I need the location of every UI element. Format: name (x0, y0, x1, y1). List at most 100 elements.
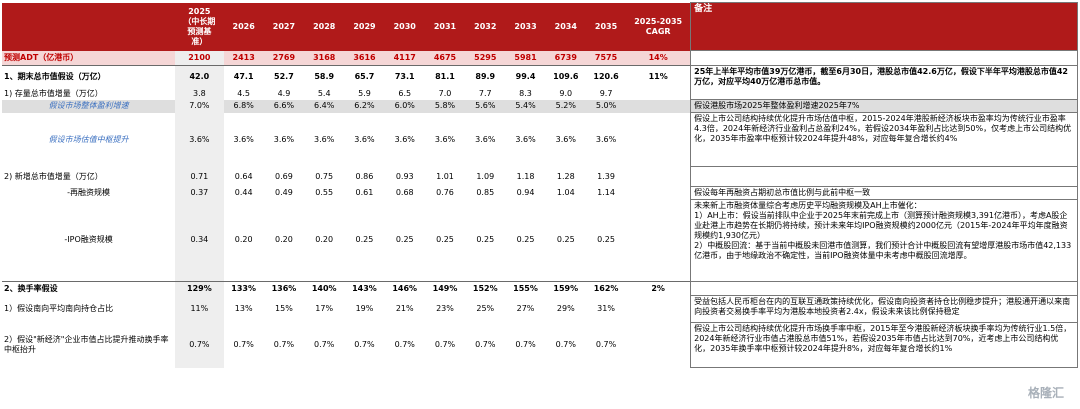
value-cell: 0.20 (224, 200, 264, 282)
value-cell: 1.01 (425, 167, 465, 187)
header-year: 2029 (344, 3, 384, 51)
row-label: 假设市场估值中枢提升 (2, 113, 175, 167)
header-year: 2030 (385, 3, 425, 51)
note-cell: 假设上市公司结构持续优化提升市场估值中枢，2015-2024年港股新经济板块市盈… (691, 113, 1078, 167)
value-cell: 159% (546, 282, 586, 296)
value-cell: 27% (505, 296, 545, 323)
cagr-cell (626, 100, 690, 113)
value-cell: 6.0% (385, 100, 425, 113)
header-cagr: 2025-2035 CAGR (626, 3, 690, 51)
row-label: -再融资规模 (2, 187, 175, 200)
value-cell: 0.7% (465, 323, 505, 368)
value-cell: 5.9 (344, 88, 384, 100)
value-cell: 5.4% (505, 100, 545, 113)
header-year: 2031 (425, 3, 465, 51)
note-cell: 假设港股市场2025年整体盈利增速2025年7% (691, 100, 1078, 113)
value-cell: 1.28 (546, 167, 586, 187)
value-cell: 0.86 (344, 167, 384, 187)
header-note: 备注 (691, 3, 1078, 51)
value-2025: 2100 (175, 51, 223, 66)
value-cell: 0.20 (264, 200, 304, 282)
note-cell (691, 282, 1078, 296)
cagr-cell: 2% (626, 282, 690, 296)
value-cell: 7575 (586, 51, 626, 66)
value-cell: 5.2% (546, 100, 586, 113)
note-cell (691, 167, 1078, 187)
value-cell: 0.25 (465, 200, 505, 282)
value-cell: 0.55 (304, 187, 344, 200)
row-label: 2、换手率假设 (2, 282, 175, 296)
value-cell: 4117 (385, 51, 425, 66)
value-cell: 99.4 (505, 66, 545, 88)
value-cell: 162% (586, 282, 626, 296)
value-cell: 0.7% (385, 323, 425, 368)
value-cell: 146% (385, 282, 425, 296)
value-cell: 65.7 (344, 66, 384, 88)
value-cell: 6.5 (385, 88, 425, 100)
value-cell: 0.64 (224, 167, 264, 187)
value-cell: 7.7 (465, 88, 505, 100)
value-cell: 0.25 (425, 200, 465, 282)
value-2025: 3.6% (175, 113, 223, 167)
note-cell: 受益包括人民币柜台在内的互联互通政策持续优化，假设南向投资者持仓比例稳步提升；港… (691, 296, 1078, 323)
value-cell: 0.7% (304, 323, 344, 368)
header-year: 2027 (264, 3, 304, 51)
value-cell: 3.6% (465, 113, 505, 167)
value-cell: 0.25 (385, 200, 425, 282)
value-cell: 0.25 (344, 200, 384, 282)
value-cell: 120.6 (586, 66, 626, 88)
value-cell: 155% (505, 282, 545, 296)
value-cell: 0.85 (465, 187, 505, 200)
value-2025: 42.0 (175, 66, 223, 88)
header-year: 2032 (465, 3, 505, 51)
value-cell: 0.68 (385, 187, 425, 200)
cagr-cell: 14% (626, 51, 690, 66)
header-year: 2033 (505, 3, 545, 51)
value-cell: 58.9 (304, 66, 344, 88)
value-cell: 3.6% (264, 113, 304, 167)
value-cell: 6.4% (304, 100, 344, 113)
value-cell: 81.1 (425, 66, 465, 88)
forecast-table: 2025 （中长期 预测基 准） 2026 2027 2028 2029 203… (2, 2, 1078, 368)
value-cell: 25% (465, 296, 505, 323)
note-cell (691, 51, 1078, 66)
value-2025: 0.34 (175, 200, 223, 282)
cagr-cell (626, 167, 690, 187)
value-cell: 6.8% (224, 100, 264, 113)
value-cell: 1.18 (505, 167, 545, 187)
value-cell: 0.7% (224, 323, 264, 368)
value-cell: 1.09 (465, 167, 505, 187)
value-cell: 143% (344, 282, 384, 296)
value-cell: 140% (304, 282, 344, 296)
value-cell: 0.93 (385, 167, 425, 187)
value-cell: 23% (425, 296, 465, 323)
value-2025: 3.8 (175, 88, 223, 100)
cagr-cell (626, 200, 690, 282)
value-cell: 0.94 (505, 187, 545, 200)
value-cell: 3.6% (546, 113, 586, 167)
value-cell: 3616 (344, 51, 384, 66)
value-cell: 5295 (465, 51, 505, 66)
value-cell: 152% (465, 282, 505, 296)
cagr-cell (626, 187, 690, 200)
value-cell: 0.7% (344, 323, 384, 368)
value-cell: 0.76 (425, 187, 465, 200)
row-label: 预测ADT（亿港币） (2, 51, 175, 66)
value-cell: 4675 (425, 51, 465, 66)
header-2025: 2025 （中长期 预测基 准） (175, 3, 223, 51)
value-2025: 7.0% (175, 100, 223, 113)
cagr-cell (626, 113, 690, 167)
header-year: 2026 (224, 3, 264, 51)
value-cell: 6739 (546, 51, 586, 66)
note-cell: 未来新上市融资体量综合考虑历史平均融资规模及AH上市催化： 1）AH上市：假设当… (691, 200, 1078, 282)
value-cell: 136% (264, 282, 304, 296)
value-cell: 13% (224, 296, 264, 323)
